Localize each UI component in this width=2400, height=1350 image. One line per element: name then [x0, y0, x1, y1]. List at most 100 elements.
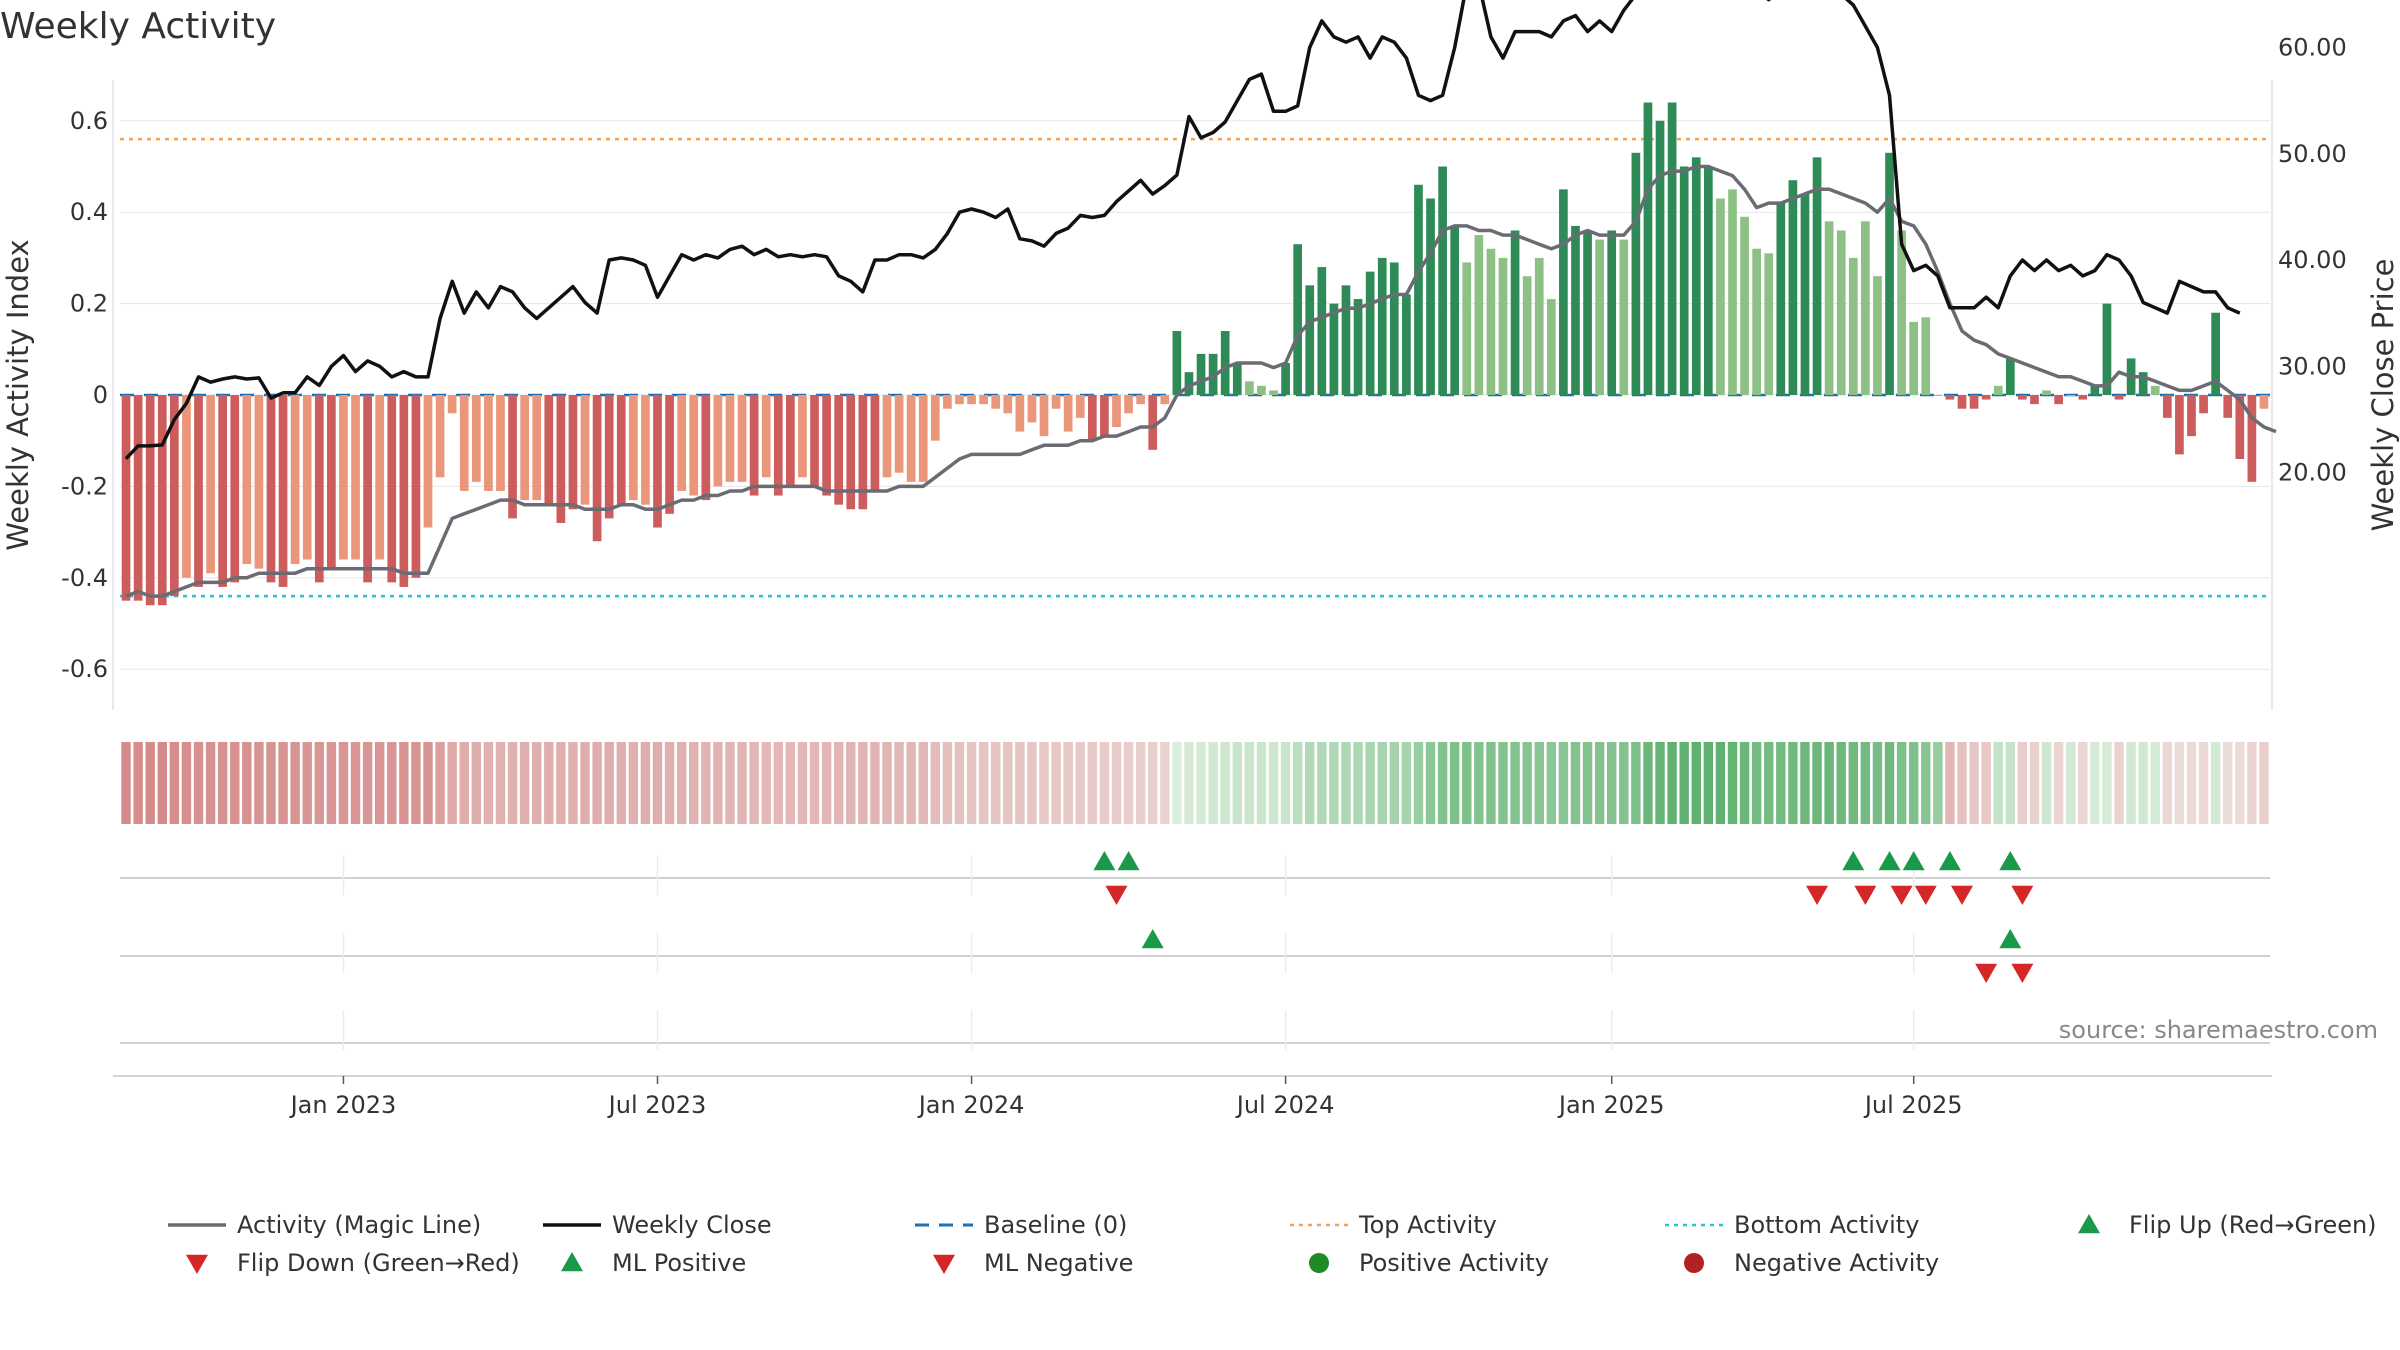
heat-strip-cell	[942, 742, 953, 824]
heat-strip-cell	[483, 742, 494, 824]
heat-strip-cell	[1353, 742, 1363, 824]
activity-bar	[290, 395, 300, 565]
heat-strip-cell	[1788, 742, 1798, 824]
activity-bar	[628, 395, 638, 501]
legend-label: Weekly Close	[612, 1211, 772, 1239]
heat-strip-cell	[1462, 742, 1472, 824]
activity-bar	[580, 395, 590, 505]
activity-bar	[1462, 262, 1472, 395]
activity-bar	[1160, 395, 1170, 405]
heat-strip-cell	[1558, 742, 1569, 824]
heat-strip-cell	[157, 742, 167, 824]
activity-bar	[423, 395, 433, 528]
activity-bar	[1873, 276, 1882, 395]
heat-strip-cell	[894, 742, 904, 824]
heat-strip-cell	[532, 742, 542, 824]
heat-strip-cell	[1220, 742, 1230, 824]
heat-strip-cell	[1643, 742, 1653, 824]
heat-strip-cell	[374, 742, 385, 824]
activity-bar	[592, 395, 602, 542]
reference-lines	[120, 137, 2270, 598]
flip-up-marker	[1842, 851, 1865, 871]
activity-bar	[930, 395, 940, 441]
chart-title: Weekly Activity	[0, 6, 276, 47]
heat-strip-cell	[1667, 742, 1677, 824]
activity-bar	[906, 395, 916, 482]
x-tick-label: Jul 2023	[607, 1091, 707, 1119]
flip-down-marker	[1854, 885, 1877, 905]
legend-label: ML Negative	[984, 1249, 1133, 1277]
legend-item: Weekly Close	[543, 1211, 772, 1239]
heat-strip-cell	[1594, 742, 1605, 824]
heat-strip-cell	[1003, 742, 1013, 824]
activity-bar	[1402, 294, 1411, 395]
heat-strip-cell	[1607, 742, 1617, 824]
ml-positive-marker	[1141, 929, 1164, 949]
activity-bar	[822, 395, 831, 496]
activity-bar	[1486, 248, 1496, 395]
legend-item: Positive Activity	[1309, 1249, 1549, 1277]
heat-strip-cell	[2090, 742, 2100, 824]
flip-up-marker	[1902, 851, 1925, 871]
heat-strip-cell	[846, 742, 856, 824]
activity-bar	[471, 395, 481, 482]
heat-strip-cell	[580, 742, 590, 824]
heat-strip-cell	[1051, 742, 1061, 824]
magic-line-series	[125, 164, 2277, 598]
activity-bar	[749, 395, 759, 496]
heat-strip-cell	[1764, 742, 1774, 824]
activity-bar	[1752, 248, 1762, 395]
activity-bar	[2114, 395, 2124, 400]
y-right-tick-label: 60.00	[2278, 34, 2347, 62]
activity-bar	[1812, 157, 1822, 395]
activity-bar	[943, 395, 952, 409]
heat-strip-cell	[785, 742, 796, 824]
heat-strip-cell	[1377, 742, 1387, 824]
heat-strip-cell	[1148, 742, 1158, 824]
activity-bar	[689, 395, 699, 496]
legend-label: Baseline (0)	[984, 1211, 1127, 1239]
heat-strip-cell	[568, 742, 578, 824]
activity-bar	[882, 395, 892, 478]
activity-bar	[1003, 395, 1013, 414]
x-tick-label: Jan 2025	[1557, 1091, 1665, 1119]
source-note: source: sharemaestro.com	[2059, 1016, 2378, 1044]
activity-bar	[1450, 225, 1460, 395]
heat-strip-cell	[1836, 742, 1846, 824]
heat-strip-cell	[1872, 742, 1883, 824]
activity-bar	[1716, 198, 1725, 395]
activity-bar	[1740, 216, 1749, 395]
x-axis-ticks: Jan 2023 Jul 2023 Jan 2024 Jul 2024 Jan 2025…	[289, 1076, 1963, 1119]
activity-bar	[1293, 244, 1303, 395]
flip-up-marker	[1093, 851, 1116, 871]
activity-bar	[2066, 395, 2076, 396]
y-right-tick-label: 30.00	[2278, 352, 2347, 380]
activity-bar	[170, 395, 179, 597]
activity-bar	[1196, 353, 1206, 395]
y-left-tick-label: -0.4	[61, 564, 108, 592]
activity-bar	[496, 395, 505, 491]
heat-strip-cell	[616, 742, 626, 824]
activity-bar	[399, 395, 409, 587]
activity-bar	[339, 395, 348, 560]
activity-bar	[810, 395, 819, 487]
heat-strip-cell	[2235, 742, 2245, 824]
heat-strip-cell	[1848, 742, 1858, 824]
activity-bar	[1329, 303, 1339, 395]
heat-strip-cell	[447, 742, 457, 824]
activity-bar	[1559, 189, 1568, 395]
heat-strip-cell	[652, 742, 663, 824]
legend-swatch-up	[2078, 1214, 2100, 1234]
heat-strip-cell	[1679, 742, 1689, 824]
activity-bar	[1474, 235, 1484, 395]
activity-bar	[1305, 285, 1315, 395]
heat-strip-cell	[821, 742, 832, 824]
legend-label: Top Activity	[1358, 1211, 1497, 1239]
y-axis-right-label: Weekly Close Price	[2366, 259, 2400, 532]
legend-label: Positive Activity	[1359, 1249, 1549, 1277]
heat-strip-cell	[290, 742, 300, 824]
activity-bar	[1075, 395, 1085, 418]
heat-strip-cell	[1087, 742, 1098, 824]
heat-strip-cell	[1184, 742, 1194, 824]
heat-strip-cell	[1751, 742, 1762, 824]
